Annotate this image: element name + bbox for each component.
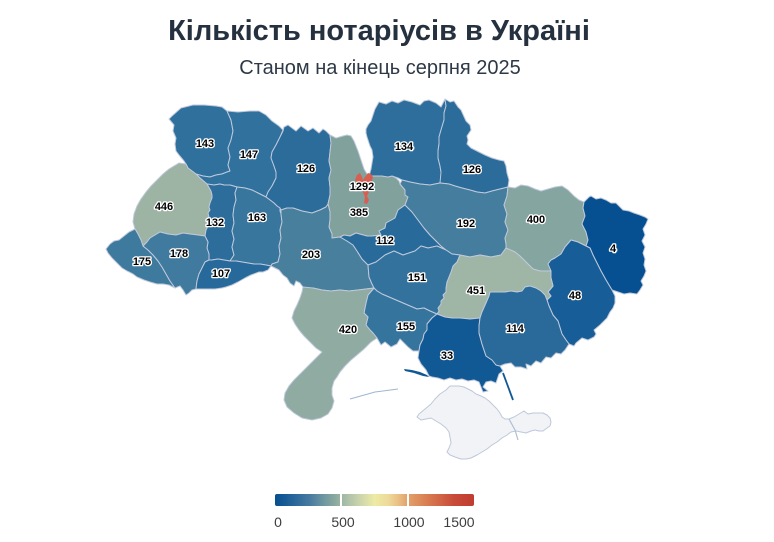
svg-text:112: 112 — [376, 235, 394, 247]
svg-text:163: 163 — [248, 212, 266, 224]
svg-text:400: 400 — [527, 214, 545, 226]
svg-text:192: 192 — [457, 218, 475, 230]
svg-text:126: 126 — [463, 164, 481, 176]
svg-text:107: 107 — [212, 268, 230, 280]
svg-text:1292: 1292 — [350, 181, 374, 193]
svg-text:400: 400 — [527, 214, 545, 226]
svg-text:175: 175 — [133, 256, 151, 268]
svg-text:147: 147 — [240, 149, 258, 161]
svg-text:132: 132 — [206, 217, 224, 229]
svg-text:192: 192 — [457, 218, 475, 230]
svg-text:155: 155 — [397, 321, 415, 333]
svg-text:4: 4 — [610, 243, 617, 255]
svg-text:114: 114 — [506, 323, 525, 335]
svg-text:48: 48 — [569, 290, 581, 302]
svg-text:4: 4 — [610, 243, 617, 255]
svg-text:126: 126 — [297, 163, 315, 175]
svg-text:385: 385 — [350, 207, 368, 219]
svg-text:203: 203 — [302, 249, 320, 261]
svg-text:132: 132 — [206, 217, 224, 229]
svg-text:48: 48 — [569, 290, 581, 302]
svg-text:143: 143 — [196, 138, 214, 150]
svg-text:107: 107 — [212, 268, 230, 280]
svg-text:151: 151 — [408, 272, 426, 284]
svg-text:155: 155 — [397, 321, 415, 333]
svg-text:143: 143 — [196, 138, 214, 150]
svg-text:446: 446 — [155, 201, 173, 213]
svg-text:1292: 1292 — [350, 181, 374, 193]
svg-text:147: 147 — [240, 149, 258, 161]
svg-text:451: 451 — [467, 285, 485, 297]
svg-text:114: 114 — [506, 323, 525, 335]
svg-text:178: 178 — [170, 248, 188, 260]
svg-text:33: 33 — [441, 350, 453, 362]
svg-text:151: 151 — [408, 272, 426, 284]
svg-text:420: 420 — [339, 324, 357, 336]
svg-text:203: 203 — [302, 249, 320, 261]
svg-text:420: 420 — [339, 324, 357, 336]
svg-text:112: 112 — [376, 235, 394, 247]
svg-text:134: 134 — [395, 141, 414, 153]
svg-text:33: 33 — [441, 350, 453, 362]
svg-text:134: 134 — [395, 141, 414, 153]
svg-text:175: 175 — [133, 256, 151, 268]
svg-text:451: 451 — [467, 285, 485, 297]
svg-text:126: 126 — [463, 164, 481, 176]
svg-text:446: 446 — [155, 201, 173, 213]
svg-text:126: 126 — [297, 163, 315, 175]
svg-text:163: 163 — [248, 212, 266, 224]
svg-text:178: 178 — [170, 248, 188, 260]
svg-text:385: 385 — [350, 207, 368, 219]
